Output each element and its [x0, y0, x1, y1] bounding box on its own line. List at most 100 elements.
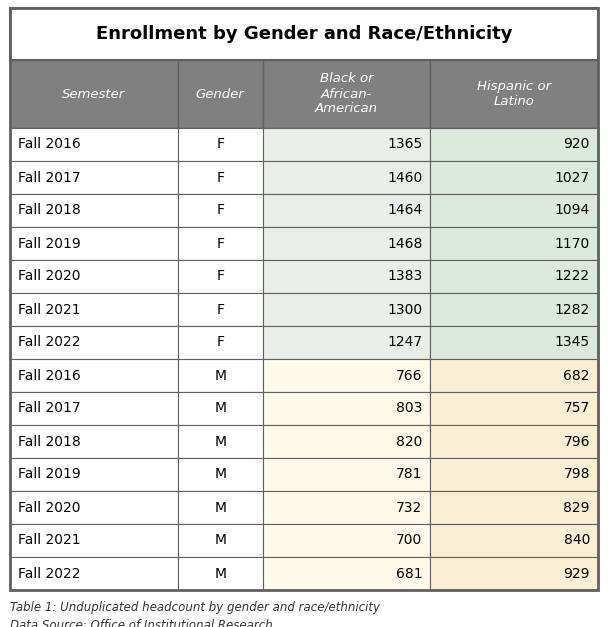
Text: Fall 2018: Fall 2018 [18, 204, 81, 218]
Text: 681: 681 [396, 567, 423, 581]
Text: Enrollment by Gender and Race/Ethnicity: Enrollment by Gender and Race/Ethnicity [95, 25, 513, 43]
Bar [430, 293, 598, 326]
Bar [178, 359, 263, 392]
Bar [263, 128, 430, 161]
Bar [178, 524, 263, 557]
Bar [178, 194, 263, 227]
Bar [10, 557, 178, 590]
Text: 796: 796 [564, 435, 590, 448]
Text: F: F [216, 137, 224, 152]
Bar [263, 524, 430, 557]
Bar [263, 557, 430, 590]
Bar [10, 260, 178, 293]
Text: Table 1: Unduplicated headcount by gender and race/ethnicity: Table 1: Unduplicated headcount by gende… [10, 601, 380, 614]
Bar [178, 458, 263, 491]
Text: Hispanic or
Latino: Hispanic or Latino [477, 80, 551, 108]
Text: 1282: 1282 [554, 302, 590, 317]
Bar [10, 293, 178, 326]
Bar [430, 60, 598, 128]
Bar [263, 392, 430, 425]
Bar [10, 359, 178, 392]
Text: 803: 803 [396, 401, 423, 416]
Text: 732: 732 [396, 500, 423, 515]
Text: Fall 2021: Fall 2021 [18, 534, 81, 547]
Text: F: F [216, 171, 224, 184]
Text: Fall 2019: Fall 2019 [18, 236, 81, 251]
Bar [430, 326, 598, 359]
Bar [178, 128, 263, 161]
Text: 820: 820 [396, 435, 423, 448]
Bar [10, 458, 178, 491]
Bar [430, 392, 598, 425]
Text: 1247: 1247 [387, 335, 423, 349]
Bar [430, 161, 598, 194]
Text: 920: 920 [564, 137, 590, 152]
Text: Fall 2019: Fall 2019 [18, 468, 81, 482]
Text: F: F [216, 236, 224, 251]
Bar [263, 227, 430, 260]
Bar [430, 194, 598, 227]
Bar [10, 128, 178, 161]
Bar [263, 194, 430, 227]
Text: M: M [214, 500, 226, 515]
Text: 1383: 1383 [387, 270, 423, 283]
Text: Fall 2022: Fall 2022 [18, 567, 80, 581]
Text: Fall 2020: Fall 2020 [18, 500, 80, 515]
Bar [178, 260, 263, 293]
Text: F: F [216, 302, 224, 317]
Bar [263, 293, 430, 326]
Bar [178, 60, 263, 128]
Text: M: M [214, 567, 226, 581]
Text: Gender: Gender [196, 88, 244, 100]
Text: 1027: 1027 [555, 171, 590, 184]
Bar [430, 260, 598, 293]
Text: Fall 2017: Fall 2017 [18, 171, 81, 184]
Text: 766: 766 [396, 369, 423, 382]
Bar [10, 491, 178, 524]
Text: 1170: 1170 [554, 236, 590, 251]
Text: 1222: 1222 [555, 270, 590, 283]
Text: Fall 2021: Fall 2021 [18, 302, 81, 317]
Text: 1300: 1300 [387, 302, 423, 317]
Text: 798: 798 [564, 468, 590, 482]
Text: Fall 2020: Fall 2020 [18, 270, 80, 283]
Bar [263, 260, 430, 293]
Text: Data Source: Office of Institutional Research: Data Source: Office of Institutional Res… [10, 619, 273, 627]
Bar [430, 425, 598, 458]
Bar [10, 425, 178, 458]
Text: M: M [214, 468, 226, 482]
Bar [178, 491, 263, 524]
Text: M: M [214, 401, 226, 416]
Text: Black or
African-
American: Black or African- American [315, 73, 378, 115]
Text: 829: 829 [564, 500, 590, 515]
Text: 700: 700 [396, 534, 423, 547]
Text: Fall 2016: Fall 2016 [18, 137, 81, 152]
Bar [10, 194, 178, 227]
Bar [430, 128, 598, 161]
Bar [430, 491, 598, 524]
Text: 1468: 1468 [387, 236, 423, 251]
Text: Semester: Semester [62, 88, 125, 100]
Bar [430, 557, 598, 590]
Text: 682: 682 [564, 369, 590, 382]
Text: 781: 781 [396, 468, 423, 482]
Text: F: F [216, 335, 224, 349]
Text: 929: 929 [564, 567, 590, 581]
Text: F: F [216, 270, 224, 283]
Bar [178, 161, 263, 194]
Text: Fall 2017: Fall 2017 [18, 401, 81, 416]
Text: F: F [216, 204, 224, 218]
Bar [10, 326, 178, 359]
Bar [178, 557, 263, 590]
Bar [263, 359, 430, 392]
Text: 1345: 1345 [555, 335, 590, 349]
Bar [10, 60, 178, 128]
Bar [10, 392, 178, 425]
Bar [10, 8, 598, 60]
Text: Fall 2016: Fall 2016 [18, 369, 81, 382]
Bar [178, 425, 263, 458]
Text: 1094: 1094 [554, 204, 590, 218]
Bar [178, 293, 263, 326]
Bar [430, 227, 598, 260]
Bar [263, 458, 430, 491]
